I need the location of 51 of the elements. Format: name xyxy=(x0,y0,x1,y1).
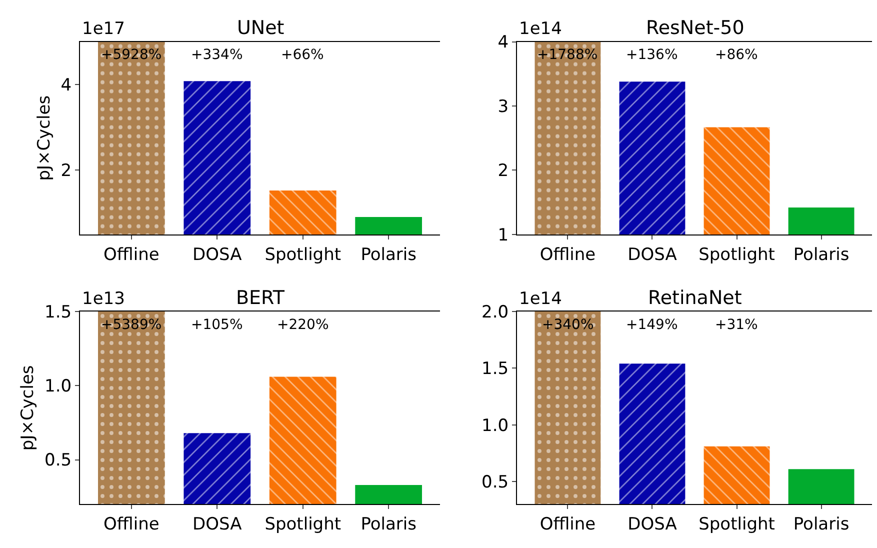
annotation: +5928% xyxy=(101,47,162,63)
chart-title: UNet xyxy=(237,17,284,39)
x-tick-label: Polaris xyxy=(360,244,417,265)
y-axis-title: pJ×Cycles xyxy=(18,365,38,451)
annotation: +149% xyxy=(626,317,678,333)
text: 1e13 xyxy=(82,289,125,309)
y-tick-label: 1.0 xyxy=(44,376,72,397)
x-tick-label: Offline xyxy=(104,244,160,265)
x-tick-label: Polaris xyxy=(360,514,417,535)
text: 1e17 xyxy=(82,19,125,39)
annotation: +66% xyxy=(281,47,324,63)
annotation: +334% xyxy=(191,47,243,63)
chart-title: ResNet-50 xyxy=(646,17,744,39)
y-tick-label: 2 xyxy=(498,161,509,182)
chart-title: RetinaNet xyxy=(648,287,742,309)
y-tick-label: 4 xyxy=(60,75,72,96)
x-tick-label: DOSA xyxy=(192,514,242,535)
y-tick-label: 3 xyxy=(498,96,509,117)
annotation: +220% xyxy=(277,317,329,333)
y-tick-label: 1.5 xyxy=(44,302,72,322)
y-tick-label: 2.0 xyxy=(482,302,509,322)
y-tick-label: 0.5 xyxy=(44,450,72,471)
y-tick-label: 0.5 xyxy=(482,472,509,493)
y-tick-label: 2 xyxy=(60,160,72,181)
annotation: +5389% xyxy=(101,317,162,333)
x-tick-label: Spotlight xyxy=(264,514,342,535)
annotation: +31% xyxy=(715,317,758,333)
x-tick-label: Spotlight xyxy=(698,514,776,535)
annotation: +1788% xyxy=(537,47,598,63)
y-tick-label: 1 xyxy=(498,225,509,246)
x-tick-label: Polaris xyxy=(793,514,850,535)
annotation: +136% xyxy=(626,47,678,63)
chart-title: BERT xyxy=(236,287,285,309)
x-tick-label: DOSA xyxy=(192,244,242,265)
x-tick-label: Polaris xyxy=(793,244,850,265)
x-tick-label: Spotlight xyxy=(264,244,342,265)
y-tick-label: 1.5 xyxy=(482,359,509,380)
x-tick-label: DOSA xyxy=(628,244,678,265)
annotation: +86% xyxy=(715,47,758,63)
annotation: +105% xyxy=(191,317,243,333)
x-tick-label: Offline xyxy=(540,514,596,535)
x-tick-label: Spotlight xyxy=(698,244,776,265)
text: 1e14 xyxy=(519,19,562,39)
y-tick-label: 1.0 xyxy=(482,416,509,436)
y-axis-title: pJ×Cycles xyxy=(34,95,54,181)
x-tick-label: Offline xyxy=(104,514,160,535)
text: 1e14 xyxy=(519,289,562,309)
y-tick-label: 4 xyxy=(498,32,509,53)
x-tick-label: Offline xyxy=(540,244,596,265)
annotation: +340% xyxy=(542,317,594,333)
x-tick-label: DOSA xyxy=(628,514,678,535)
